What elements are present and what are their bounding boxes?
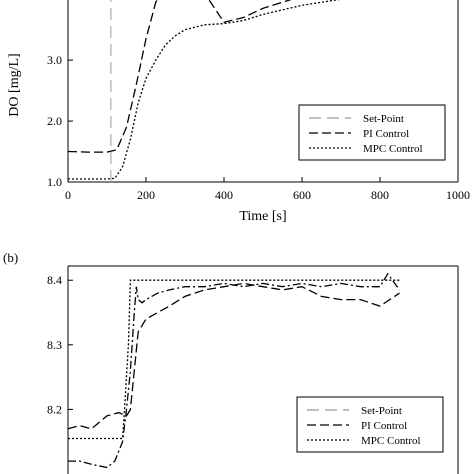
panel-b: 8.2 8.3 8.4 (b) Set-Point PI Control MPC Contr… xyxy=(3,250,459,474)
x-tick-label: 800 xyxy=(371,188,389,202)
y-tick-label: 3.0 xyxy=(47,53,62,67)
x-axis-label: Time [s] xyxy=(239,209,286,224)
x-tick-label: 0 xyxy=(65,188,71,202)
y-tick-label: 1.0 xyxy=(47,175,62,189)
series-line-pi-control xyxy=(68,282,400,430)
legend-label: PI Control xyxy=(363,128,409,140)
y-axis-label: DO [mg/L] xyxy=(7,53,22,116)
x-tick-label: 600 xyxy=(293,188,311,202)
x-tick-label: 200 xyxy=(137,188,155,202)
panel-a: 0 200 400 600 800 1000 1.0 2.0 3.0 Time [s] DO [mg… xyxy=(7,0,470,224)
series-group xyxy=(68,0,341,182)
x-tick-label: 1000 xyxy=(446,188,470,202)
y-tick-label: 8.3 xyxy=(47,338,62,352)
panel-label: (b) xyxy=(3,250,18,265)
series-line-mpc-control xyxy=(68,0,341,180)
legend-label: PI Control xyxy=(361,420,407,432)
legend-label: MPC Control xyxy=(363,143,423,155)
legend-label: MPC Control xyxy=(361,435,421,447)
series-line-unlabeled xyxy=(68,272,401,469)
y-tick-label: 2.0 xyxy=(47,114,62,128)
legend-label: Set-Point xyxy=(363,113,404,125)
x-tick-label: 400 xyxy=(215,188,233,202)
series-group xyxy=(68,272,401,469)
y-tick-label: 8.2 xyxy=(47,402,62,416)
y-tick-label: 8.4 xyxy=(47,273,62,287)
series-line-mpc-control xyxy=(68,279,400,440)
legend-label: Set-Point xyxy=(361,405,402,417)
legend: Set-Point PI Control MPC Control xyxy=(298,104,446,161)
legend: Set-Point PI Control MPC Control xyxy=(296,396,444,453)
